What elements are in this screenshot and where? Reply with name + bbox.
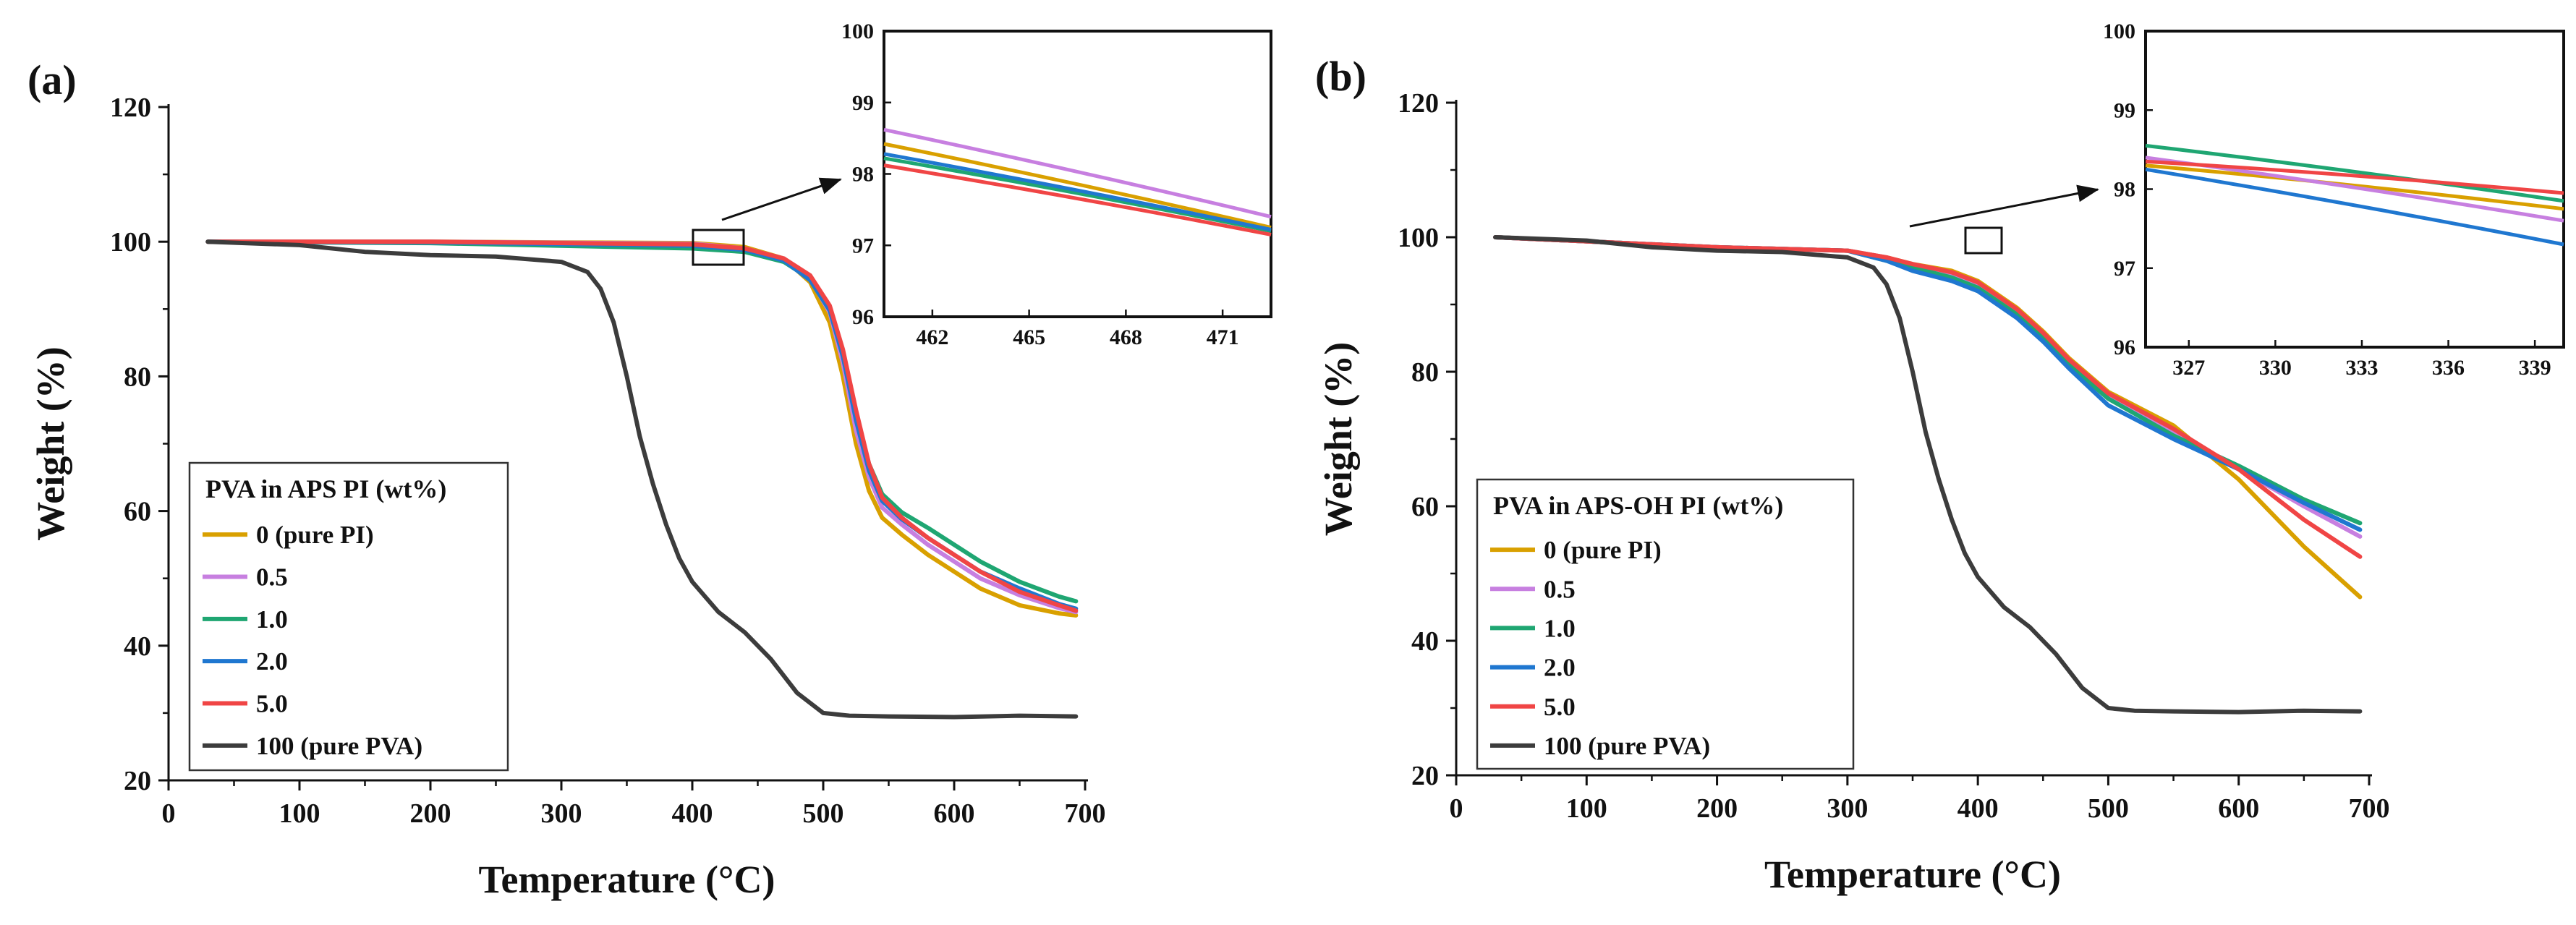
x-tick-label: 500 bbox=[2088, 793, 2129, 824]
y-axis-title: Weight (%) bbox=[1317, 342, 1360, 536]
inset-plot: 327 330 333 336 339 96 97 98 99 100 bbox=[2103, 20, 2565, 380]
x-axis-title: Temperature (°C) bbox=[1764, 853, 2061, 896]
y-axis-title: Weight (%) bbox=[29, 346, 72, 540]
inset-y-tick-label: 96 bbox=[2114, 336, 2135, 359]
inset-y-tick-label: 100 bbox=[841, 20, 874, 43]
y-tick-label: 40 bbox=[124, 631, 151, 662]
inset-x-tick-label: 330 bbox=[2259, 356, 2292, 380]
x-tick-label: 100 bbox=[1566, 793, 1607, 824]
y-tick-label: 60 bbox=[124, 497, 151, 527]
inset-y-tick-label: 100 bbox=[2103, 20, 2135, 43]
inset-x-tick-label: 468 bbox=[1110, 325, 1142, 349]
inset-series-line-3 bbox=[883, 156, 1272, 233]
legend-title: PVA in APS PI (wt%) bbox=[205, 474, 446, 503]
y-tick-label: 80 bbox=[124, 362, 151, 392]
legend-label-3: 1.0 bbox=[256, 605, 288, 634]
inset-x-tick-label: 471 bbox=[1207, 325, 1239, 349]
series-line-5 bbox=[1493, 235, 2363, 559]
inset-y-tick-label: 97 bbox=[2114, 257, 2135, 281]
inset-x-tick-label: 462 bbox=[916, 325, 948, 349]
x-tick-label: 300 bbox=[541, 798, 582, 829]
legend-label-6: 100 (pure PVA) bbox=[1544, 732, 1710, 760]
x-tick-label: 600 bbox=[2218, 793, 2259, 824]
inset-y-tick-label: 98 bbox=[2114, 178, 2135, 202]
y-tick-label: 120 bbox=[110, 93, 151, 123]
legend-label-5: 5.0 bbox=[1544, 693, 1576, 721]
inset-series-line-4 bbox=[883, 152, 1272, 231]
legend-label-2: 0.5 bbox=[256, 563, 288, 592]
legend-label-1: 0 (pure PI) bbox=[1544, 536, 1662, 564]
x-tick-label: 300 bbox=[1827, 793, 1868, 824]
legend-label-1: 0 (pure PI) bbox=[256, 521, 374, 549]
legend-label-5: 5.0 bbox=[256, 690, 288, 718]
legend: PVA in APS PI (wt%) 0 (pure PI) 0.5 1.0 2.0 5… bbox=[188, 461, 509, 772]
inset-x-tick-label: 333 bbox=[2345, 356, 2378, 380]
x-tick-label: 200 bbox=[410, 798, 451, 829]
inset-series-line-5 bbox=[2145, 159, 2564, 195]
panel-a: (a) 0 100 200 300 400 500 600 700 20 40 60 80 100 120 T… bbox=[27, 20, 1272, 901]
series-line-5 bbox=[205, 239, 1079, 613]
series-line-6 bbox=[1493, 235, 2363, 715]
inset-y-tick-label: 96 bbox=[852, 305, 874, 329]
x-tick-label: 700 bbox=[2349, 793, 2390, 824]
inset-y-tick-label: 98 bbox=[852, 163, 874, 187]
zoom-arrow bbox=[1909, 184, 2099, 228]
inset-series-line-4 bbox=[2145, 167, 2564, 247]
inset-series-line-1 bbox=[883, 142, 1272, 230]
y-tick-label: 20 bbox=[124, 766, 151, 796]
zoom-arrow bbox=[721, 177, 842, 221]
inset-y-tick-label: 99 bbox=[2114, 98, 2135, 122]
inset-y-tick-label: 99 bbox=[852, 91, 874, 115]
y-tick-label: 80 bbox=[1411, 357, 1439, 388]
x-tick-label: 100 bbox=[279, 798, 320, 829]
inset-x-tick-label: 339 bbox=[2519, 356, 2551, 380]
inset-series-line-5 bbox=[883, 163, 1272, 236]
x-tick-label: 0 bbox=[1450, 793, 1463, 824]
legend-label-4: 2.0 bbox=[256, 647, 288, 675]
x-tick-label: 400 bbox=[1957, 793, 1999, 824]
y-tick-label: 120 bbox=[1398, 88, 1439, 119]
inset-frame bbox=[883, 30, 1272, 318]
y-tick-label: 100 bbox=[110, 227, 151, 257]
x-tick-label: 600 bbox=[934, 798, 975, 829]
inset-series-line-3 bbox=[2145, 143, 2564, 203]
legend: PVA in APS-OH PI (wt%) 0 (pure PI) 0.5 1.0 2… bbox=[1476, 478, 1855, 770]
legend-label-3: 1.0 bbox=[1544, 614, 1576, 642]
inset-series-line-1 bbox=[2145, 163, 2564, 211]
legend-box bbox=[188, 461, 509, 772]
y-tick-label: 60 bbox=[1411, 492, 1439, 522]
x-axis-title: Temperature (°C) bbox=[478, 858, 775, 901]
y-tick-label: 100 bbox=[1398, 223, 1439, 253]
inset-plot: 462 465 468 471 96 97 98 99 100 bbox=[841, 20, 1272, 349]
panel-label: (b) bbox=[1315, 53, 1366, 100]
panel-b: (b) 0 100 200 300 400 500 600 700 20 40 60 80 100 120 T… bbox=[1315, 20, 2565, 896]
series-line-6 bbox=[205, 239, 1079, 720]
x-tick-label: 500 bbox=[803, 798, 844, 829]
zoom-region-box bbox=[692, 229, 745, 266]
zoom-region-box bbox=[1964, 226, 2003, 255]
legend-box bbox=[1476, 478, 1855, 770]
inset-x-tick-label: 465 bbox=[1013, 325, 1045, 349]
x-tick-label: 200 bbox=[1696, 793, 1738, 824]
inset-series-line-2 bbox=[883, 127, 1272, 219]
inset-y-tick-label: 97 bbox=[852, 234, 874, 257]
legend-title: PVA in APS-OH PI (wt%) bbox=[1493, 491, 1783, 520]
legend-label-2: 0.5 bbox=[1544, 575, 1576, 603]
panel-label: (a) bbox=[27, 56, 77, 103]
y-tick-label: 20 bbox=[1411, 761, 1439, 791]
inset-x-tick-label: 327 bbox=[2172, 356, 2205, 380]
legend-label-6: 100 (pure PVA) bbox=[256, 732, 422, 760]
x-tick-label: 400 bbox=[672, 798, 713, 829]
y-tick-label: 40 bbox=[1411, 626, 1439, 657]
inset-x-tick-label: 336 bbox=[2432, 356, 2465, 380]
x-tick-label: 0 bbox=[162, 798, 176, 829]
x-tick-label: 700 bbox=[1065, 798, 1106, 829]
legend-label-4: 2.0 bbox=[1544, 654, 1576, 682]
